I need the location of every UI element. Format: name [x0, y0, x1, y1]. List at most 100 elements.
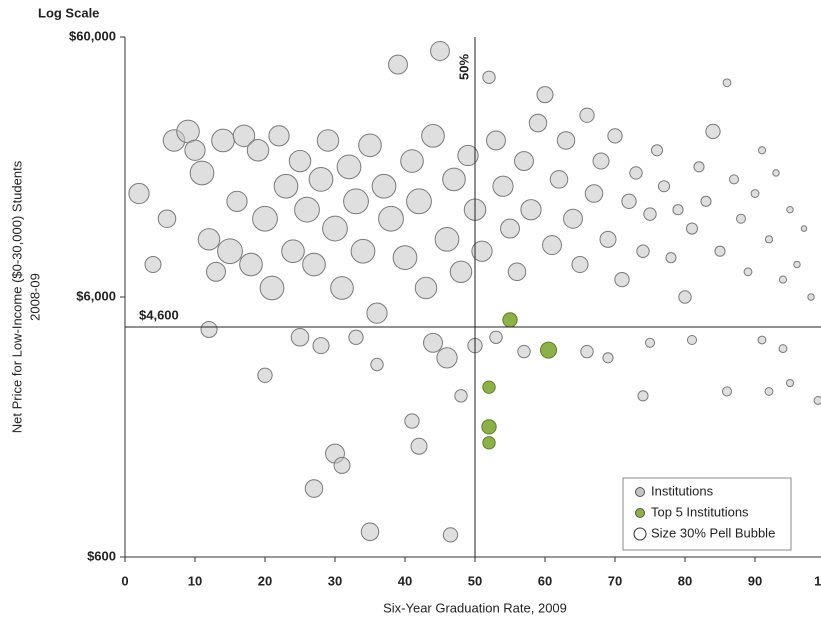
institution-bubble: [678, 290, 692, 304]
institution-bubble: [414, 276, 438, 300]
institution-bubble: [778, 344, 788, 353]
series-0: [128, 41, 821, 543]
institution-bubble: [410, 437, 428, 455]
institution-bubble: [471, 240, 493, 262]
institution-bubble: [693, 161, 705, 173]
institution-bubble: [423, 332, 443, 353]
institution-bubble: [302, 252, 326, 277]
institution-bubble: [672, 204, 684, 216]
institution-bubble: [507, 262, 527, 282]
institution-bubble: [786, 205, 794, 214]
institution-bubble: [486, 130, 506, 151]
institution-bubble: [312, 337, 330, 355]
institution-bubble: [579, 107, 595, 123]
institution-bubble: [281, 239, 305, 264]
legend-label: Institutions: [651, 483, 714, 498]
institution-bubble: [657, 180, 671, 193]
institution-bubble: [316, 129, 340, 152]
institution-bubble: [217, 238, 243, 265]
institution-bubble: [492, 175, 514, 197]
institution-bubble: [489, 330, 503, 344]
institution-bubble: [520, 199, 542, 221]
legend-label: Top 5 Institutions: [651, 504, 749, 519]
institution-bubble: [378, 205, 404, 232]
institution-bubble: [743, 267, 753, 277]
institution-bubble: [514, 151, 534, 172]
institution-bubble: [542, 235, 562, 256]
institution-bubble: [800, 225, 808, 232]
institution-bubble: [370, 357, 384, 372]
institution-bubble: [722, 78, 732, 88]
institution-bubble: [436, 347, 458, 369]
institution-bubble: [330, 276, 354, 300]
institution-bubble: [536, 86, 554, 104]
institution-bubble: [200, 320, 218, 338]
x-tick-label: 70: [608, 573, 622, 588]
institution-bubble: [206, 261, 226, 282]
institution-bubble: [636, 244, 650, 258]
institution-bubble: [252, 205, 278, 232]
y-tick-label: $600: [87, 548, 116, 563]
reference-label: $4,600: [139, 307, 179, 322]
institution-bubble: [778, 275, 788, 284]
y-tick-label: $60,000: [69, 28, 116, 43]
legend-size-label: Size 30% Pell Bubble: [651, 525, 775, 540]
legend-swatch: [635, 508, 645, 518]
institution-bubble: [273, 173, 299, 199]
institution-bubble: [232, 124, 256, 148]
institution-bubble: [333, 456, 351, 474]
institution-bubble: [602, 352, 614, 364]
legend-size-swatch: [633, 527, 647, 541]
legend-swatch: [635, 487, 645, 497]
institution-bubble: [549, 170, 569, 189]
institution-bubble: [665, 252, 677, 264]
institution-bubble: [257, 367, 273, 383]
top-institution-bubble: [482, 380, 496, 394]
institution-bubble: [607, 128, 623, 144]
x-tick-label: 10: [188, 573, 202, 588]
institution-bubble: [584, 184, 604, 203]
institution-bubble: [714, 245, 726, 257]
institution-bubble: [528, 113, 548, 133]
institution-bubble: [599, 230, 617, 248]
legend: Institutions Top 5 Institutions Size 30% P…: [622, 477, 792, 551]
institution-bubble: [563, 208, 583, 229]
institution-bubble: [246, 139, 270, 162]
institution-bubble: [184, 139, 206, 161]
top-institution-bubble: [540, 341, 557, 359]
x-tick-label: 0: [121, 573, 128, 588]
top-institution-bubble: [481, 419, 497, 435]
reference-label: 50%: [456, 54, 471, 80]
institution-bubble: [757, 146, 767, 155]
x-tick-label: 60: [538, 573, 552, 588]
institution-bubble: [239, 252, 263, 277]
y-axis-label: Net Price for Low-Income ($0-30,000) Stu…: [9, 160, 24, 433]
institution-bubble: [757, 335, 767, 345]
institution-bubble: [442, 167, 466, 192]
y-tick-label: $6,000: [76, 288, 116, 303]
institution-bubble: [454, 389, 468, 403]
institution-bubble: [400, 149, 424, 173]
institution-bubble: [360, 522, 380, 542]
institution-bubble: [721, 386, 733, 397]
institution-bubble: [371, 173, 397, 199]
institution-bubble: [144, 256, 162, 274]
legend-box: [622, 477, 792, 551]
institution-bubble: [793, 260, 801, 269]
scale-note: Log Scale: [38, 5, 99, 20]
institution-bubble: [580, 344, 594, 359]
institution-bubble: [348, 329, 364, 345]
x-tick-label: 100: [814, 573, 821, 588]
institution-bubble: [288, 149, 312, 173]
institution-bubble: [392, 245, 418, 271]
institution-bubble: [650, 144, 664, 157]
institution-bubble: [556, 131, 576, 150]
institution-bubble: [705, 123, 721, 140]
institution-bubble: [685, 222, 699, 235]
institution-bubble: [322, 215, 348, 242]
institution-bubble: [728, 174, 740, 185]
institution-bubble: [735, 213, 747, 224]
institution-bubble: [750, 189, 760, 198]
institution-bubble: [764, 235, 774, 244]
institution-bubble: [807, 293, 815, 301]
